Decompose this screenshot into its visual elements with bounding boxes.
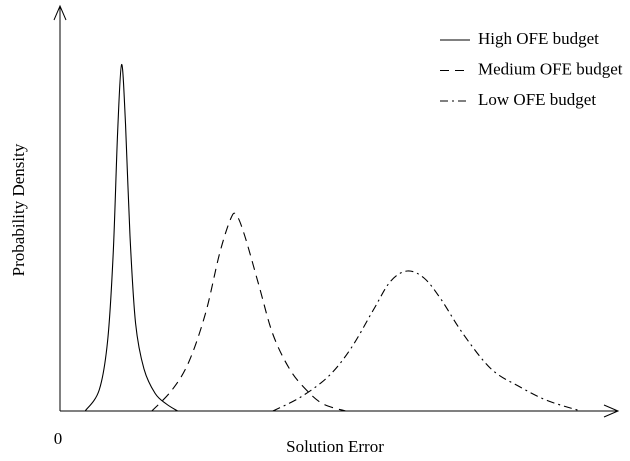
density-curve: [84, 63, 178, 412]
y-axis-label: Probability Density: [9, 143, 28, 276]
x-axis-label: Solution Error: [286, 437, 384, 456]
y-axis-arrow: [53, 4, 67, 21]
legend-label: Low OFE budget: [478, 90, 596, 109]
x-axis-arrow: [603, 404, 620, 418]
density-curve: [151, 212, 346, 412]
legend-label: High OFE budget: [478, 29, 599, 48]
x-tick-label: 0: [54, 429, 63, 448]
density-curve: [272, 270, 581, 412]
legend-label: Medium OFE budget: [478, 59, 623, 78]
